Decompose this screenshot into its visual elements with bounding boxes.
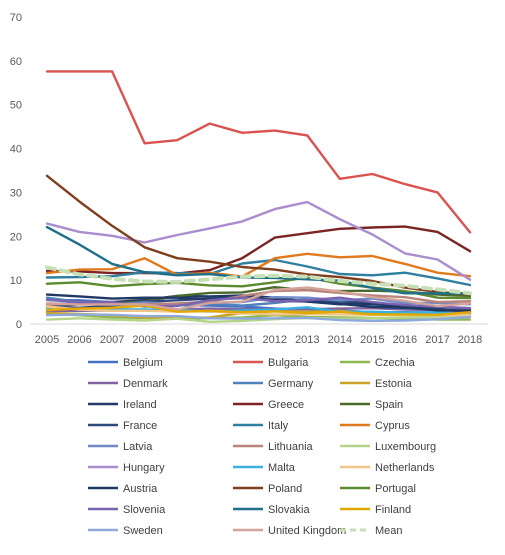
series-line-finland [45,304,472,316]
y-tick-label: 0 [16,319,22,331]
legend-label-spain: Spain [375,399,403,411]
legend-label-lithuania: Lithuania [268,441,314,453]
legend-label-ireland: Ireland [123,399,157,411]
y-tick-label: 70 [10,12,22,24]
y-tick-label: 10 [10,275,22,287]
y-tick-label: 30 [10,187,22,199]
x-tick-label: 2018 [458,334,482,346]
legend-label-malta: Malta [268,462,296,474]
series-line-united-kingdom [45,286,472,311]
series-line-slovenia [45,296,472,310]
series-line-italy [45,258,472,287]
y-tick-label: 40 [10,144,22,156]
legend-label-sweden: Sweden [123,525,163,537]
series-line-mean [45,265,472,296]
x-tick-label: 2009 [165,334,189,346]
y-tick-label: 60 [10,56,22,68]
legend-label-france: France [123,420,157,432]
x-tick-label: 2012 [263,334,287,346]
legend-label-slovenia: Slovenia [123,504,166,516]
legend-label-italy: Italy [268,420,289,432]
legend-label-finland: Finland [375,504,411,516]
legend-label-slovakia: Slovakia [268,504,310,516]
legend-label-germany: Germany [268,378,314,390]
series-line-greece [45,225,472,275]
x-tick-label: 2015 [360,334,384,346]
legend-label-latvia: Latvia [123,441,153,453]
series-line-malta [45,306,472,316]
legend-label-estonia: Estonia [375,378,413,390]
legend-label-netherlands: Netherlands [375,462,435,474]
series-line-luxembourg [45,313,472,323]
x-tick-label: 2006 [67,334,91,346]
series-line-portugal [45,276,472,300]
legend-label-cyprus: Cyprus [375,420,410,432]
legend-label-austria: Austria [123,483,158,495]
y-tick-label: 50 [10,100,22,112]
x-tick-label: 2008 [132,334,156,346]
series-line-bulgaria [45,70,472,234]
legend-label-hungary: Hungary [123,462,165,474]
series-line-sweden [45,313,472,323]
x-tick-label: 2016 [393,334,417,346]
legend-label-belgium: Belgium [123,357,163,369]
x-tick-label: 2007 [100,334,124,346]
legend-label-poland: Poland [268,483,302,495]
series-line-hungary [45,200,472,281]
legend-label-greece: Greece [268,399,304,411]
x-tick-label: 2017 [425,334,449,346]
x-tick-label: 2010 [197,334,221,346]
legend-label-portugal: Portugal [375,483,416,495]
legend-label-luxembourg: Luxembourg [375,441,436,453]
legend-label-bulgaria: Bulgaria [268,357,309,369]
legend-label-mean: Mean [375,525,403,537]
x-tick-label: 2005 [35,334,59,346]
y-tick-label: 20 [10,231,22,243]
legend-label-denmark: Denmark [123,378,168,390]
legend-label-united-kingdom: United Kingdom [268,525,346,537]
x-tick-label: 2011 [230,334,254,346]
legend-label-czechia: Czechia [375,357,416,369]
x-tick-label: 2014 [328,334,352,346]
x-tick-label: 2013 [295,334,319,346]
